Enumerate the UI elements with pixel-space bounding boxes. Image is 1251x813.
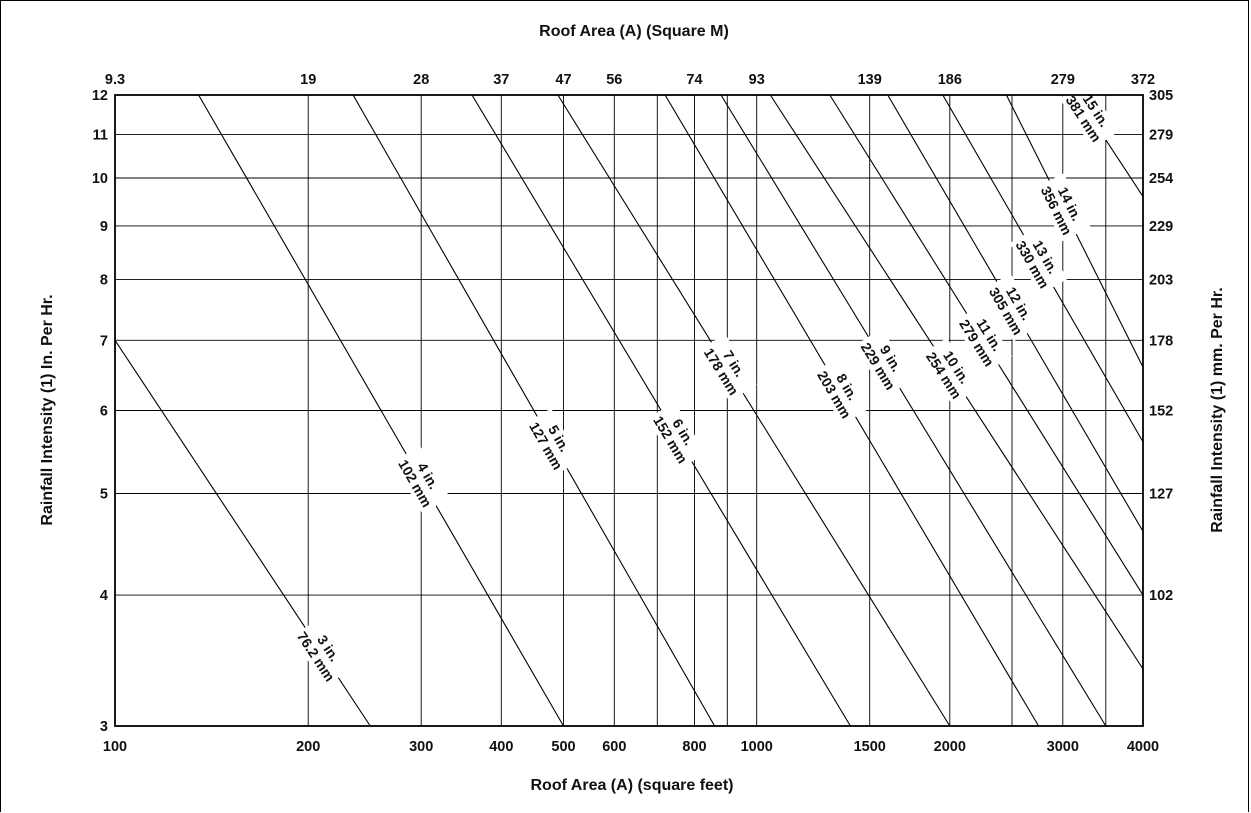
series-label-knockout bbox=[953, 305, 1013, 374]
x-bottom-axis-title: Roof Area (A) (square feet) bbox=[531, 777, 734, 794]
plot-border bbox=[114, 94, 1144, 727]
rainfall-line bbox=[352, 94, 716, 727]
x-top-tick-label: 56 bbox=[606, 72, 622, 88]
x-bottom-tick-label: 300 bbox=[409, 739, 433, 755]
x-top-tick-label: 372 bbox=[1131, 72, 1155, 88]
series-label-knockout bbox=[983, 273, 1041, 342]
series-label-knockout bbox=[523, 408, 581, 477]
y-right-tick-label: 229 bbox=[1149, 219, 1173, 235]
x-bottom-tick-label: 1000 bbox=[741, 739, 773, 755]
y-left-tick-label: 12 bbox=[92, 88, 108, 104]
x-bottom-tick-label: 4000 bbox=[1127, 739, 1159, 755]
y-right-tick-label: 178 bbox=[1149, 333, 1173, 349]
x-bottom-tick-label: 100 bbox=[103, 739, 127, 755]
x-top-tick-label: 139 bbox=[858, 72, 882, 88]
series-label-knockout bbox=[1009, 227, 1068, 295]
y-left-axis-title: Rainfall Intensity (1) In. Per Hr. bbox=[39, 294, 56, 525]
x-top-tick-label: 28 bbox=[413, 72, 429, 88]
x-top-tick-label: 93 bbox=[749, 72, 765, 88]
x-bottom-tick-label: 2000 bbox=[934, 739, 966, 755]
x-top-tick-label: 74 bbox=[686, 72, 702, 88]
x-bottom-tick-label: 400 bbox=[489, 739, 513, 755]
y-left-tick-label: 11 bbox=[93, 128, 108, 144]
y-left-tick-label: 8 bbox=[100, 273, 108, 289]
x-bottom-tick-label: 1500 bbox=[854, 739, 886, 755]
x-bottom-tick-label: 500 bbox=[551, 739, 575, 755]
y-left-tick-label: 7 bbox=[100, 333, 108, 349]
y-left-tick-label: 3 bbox=[100, 719, 108, 735]
x-top-tick-label: 37 bbox=[493, 72, 509, 88]
y-right-tick-label: 305 bbox=[1149, 88, 1173, 104]
tick-labels: 100 200 300 400 500 600 800 1000 1500 2000 3000 400… bbox=[92, 72, 1173, 755]
y-right-tick-label: 279 bbox=[1149, 128, 1173, 144]
x-top-tick-label: 186 bbox=[938, 72, 962, 88]
y-right-tick-label: 102 bbox=[1149, 588, 1173, 604]
x-bottom-tick-label: 600 bbox=[602, 739, 626, 755]
x-top-tick-label: 279 bbox=[1051, 72, 1075, 88]
series-label-knockout bbox=[920, 337, 980, 406]
y-left-tick-label: 6 bbox=[100, 404, 108, 420]
x-top-tick-label: 19 bbox=[300, 72, 316, 88]
series-label-knockout bbox=[291, 618, 352, 687]
x-bottom-tick-label: 800 bbox=[682, 739, 706, 755]
series-label-knockout bbox=[1059, 80, 1120, 149]
series-label-knockout bbox=[697, 333, 757, 402]
series-label-knockout bbox=[392, 445, 451, 514]
series-label-knockout bbox=[854, 328, 914, 397]
y-right-tick-label: 152 bbox=[1149, 404, 1173, 420]
x-top-axis-title: Roof Area (A) (Square M) bbox=[539, 23, 729, 40]
x-bottom-tick-label: 200 bbox=[296, 739, 320, 755]
x-bottom-tick-label: 3000 bbox=[1047, 739, 1079, 755]
y-left-tick-label: 5 bbox=[100, 487, 108, 503]
rainfall-line bbox=[557, 94, 951, 727]
y-left-tick-label: 10 bbox=[92, 171, 108, 187]
y-left-tick-label: 9 bbox=[100, 219, 108, 235]
y-right-tick-label: 254 bbox=[1149, 171, 1173, 187]
x-top-tick-label: 47 bbox=[555, 72, 571, 88]
y-left-tick-label: 4 bbox=[100, 588, 108, 604]
y-right-axis-title: Rainfall Intensity (1) mm. Per Hr. bbox=[1209, 287, 1226, 532]
y-right-tick-label: 127 bbox=[1149, 487, 1173, 503]
rainfall-line bbox=[720, 94, 1107, 727]
y-right-tick-label: 203 bbox=[1149, 273, 1173, 289]
rainfall-line bbox=[198, 94, 564, 727]
series-label-knockout bbox=[1035, 173, 1091, 242]
series-label-knockout bbox=[647, 402, 706, 470]
x-top-tick-label: 9.3 bbox=[105, 72, 125, 88]
series-label-knockout bbox=[811, 357, 870, 425]
